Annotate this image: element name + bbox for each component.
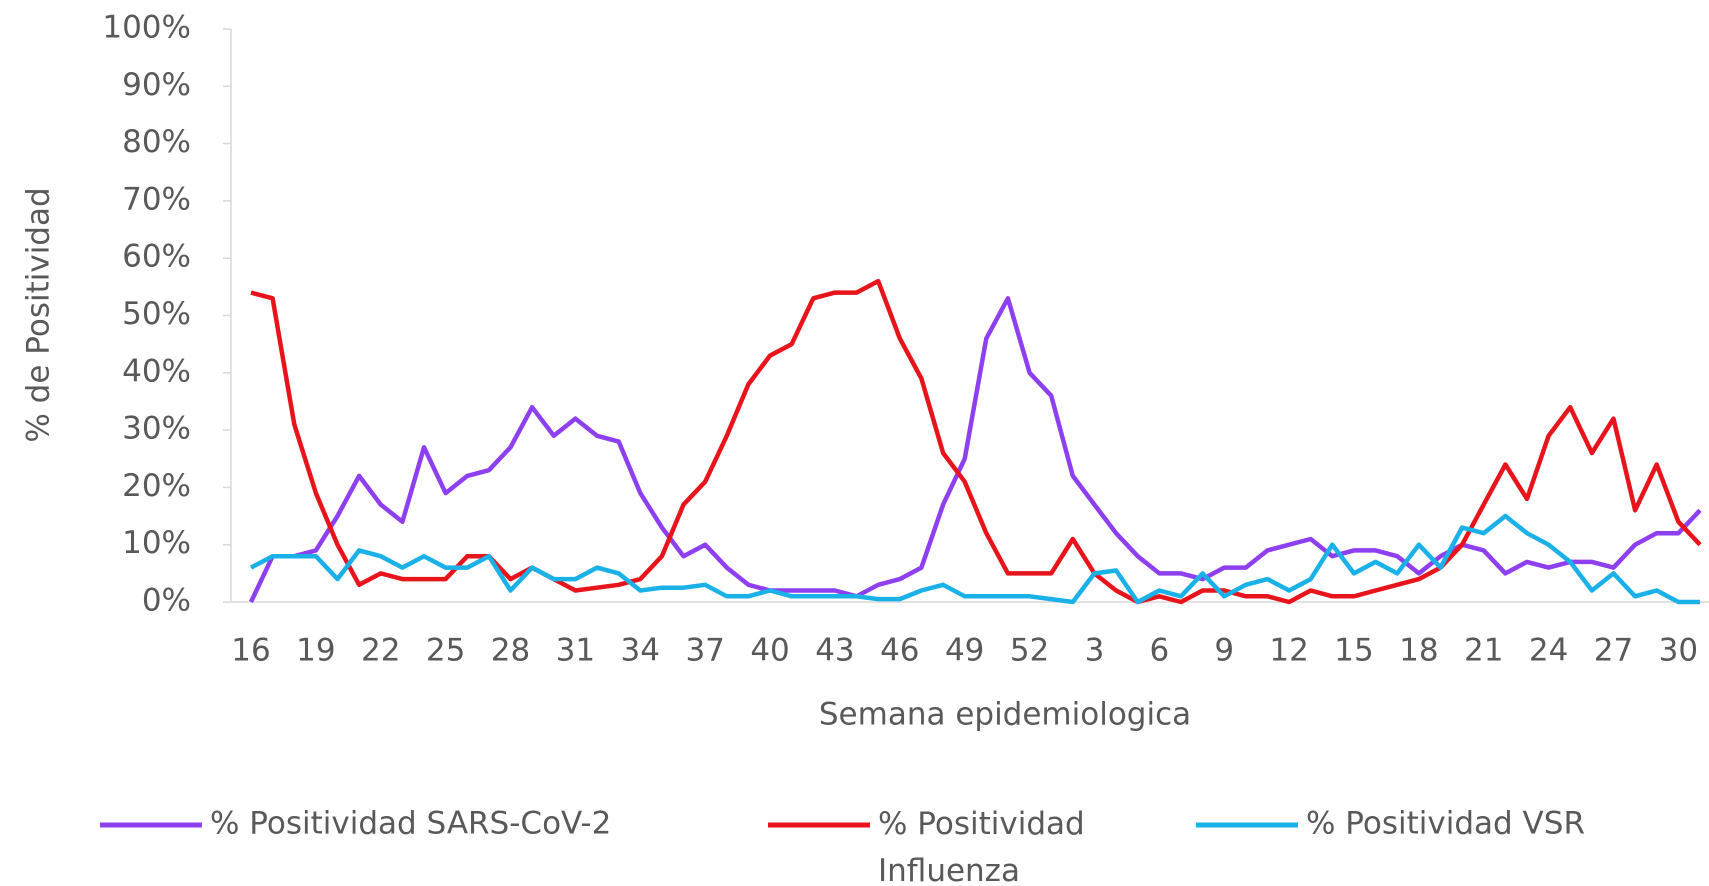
y-tick-label: 0% — [142, 583, 191, 619]
y-tick-label: 30% — [122, 411, 191, 447]
y-tick-label: 60% — [122, 239, 191, 275]
y-tick-label: 50% — [122, 296, 191, 332]
x-tick-label: 52 — [1010, 633, 1049, 669]
x-tick-label: 16 — [231, 633, 270, 669]
x-tick-label: 22 — [361, 633, 400, 669]
y-tick-label: 40% — [122, 353, 191, 389]
x-tick-label: 30 — [1659, 633, 1698, 669]
x-tick-label: 12 — [1269, 633, 1308, 669]
x-tick-label: 43 — [815, 633, 854, 669]
x-tick-label: 24 — [1529, 633, 1568, 669]
x-tick-label: 18 — [1399, 633, 1438, 669]
x-tick-label: 25 — [426, 633, 465, 669]
series-line — [249, 513, 1700, 605]
y-tick-label: 20% — [122, 468, 191, 504]
y-tick-label: 90% — [122, 67, 191, 103]
x-tick-label: 27 — [1594, 633, 1633, 669]
x-tick-label: 46 — [880, 633, 919, 669]
x-tick-label: 37 — [685, 633, 724, 669]
x-tick-label: 3 — [1085, 633, 1105, 669]
y-tick-label: 80% — [122, 124, 191, 160]
x-tick-label: 28 — [491, 633, 530, 669]
x-tick-label: 9 — [1214, 633, 1234, 669]
legend-label: % Positividad VSR — [1306, 806, 1585, 842]
x-tick-label: 40 — [750, 633, 789, 669]
x-axis-label: Semana epidemiologica — [819, 697, 1191, 733]
x-tick-label: 6 — [1149, 633, 1169, 669]
x-tick-label: 31 — [556, 633, 595, 669]
y-tick-label: 70% — [122, 181, 191, 217]
x-tick-label: 34 — [621, 633, 660, 669]
legend-label: % Positividad Influenza — [878, 806, 1085, 886]
series-line — [250, 278, 1702, 605]
x-tick-label: 19 — [296, 633, 335, 669]
y-tick-label: 100% — [102, 10, 191, 46]
y-tick-label: 10% — [122, 525, 191, 561]
y-axis-label: % de Positividad — [21, 187, 57, 442]
legend-label: % Positividad SARS-CoV-2 — [210, 806, 611, 842]
x-tick-label: 15 — [1334, 633, 1373, 669]
x-tick-label: 21 — [1464, 633, 1503, 669]
x-tick-label: 49 — [945, 633, 984, 669]
